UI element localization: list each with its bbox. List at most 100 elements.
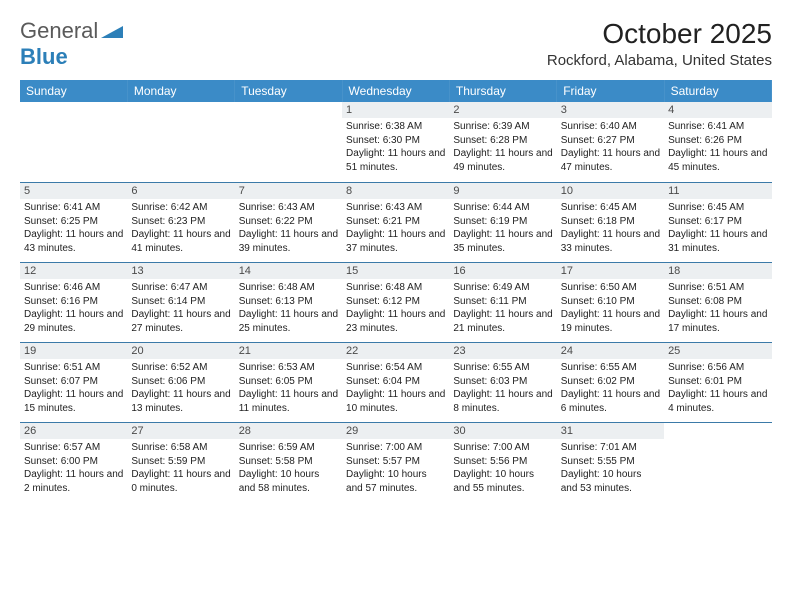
sunrise-line: Sunrise: 6:38 AM bbox=[346, 120, 445, 134]
calendar-week-row: 1Sunrise: 6:38 AMSunset: 6:30 PMDaylight… bbox=[20, 102, 772, 182]
day-number: 5 bbox=[20, 183, 127, 199]
calendar-day-cell: 25Sunrise: 6:56 AMSunset: 6:01 PMDayligh… bbox=[664, 342, 771, 422]
daylight-info: Sunrise: 6:38 AMSunset: 6:30 PMDaylight:… bbox=[346, 120, 445, 174]
day-number: 31 bbox=[557, 423, 664, 439]
daylight-info: Sunrise: 6:50 AMSunset: 6:10 PMDaylight:… bbox=[561, 281, 660, 335]
sunrise-line: Sunrise: 6:48 AM bbox=[239, 281, 338, 295]
day-number: 2 bbox=[449, 102, 556, 118]
day-number: 16 bbox=[449, 263, 556, 279]
day-number: 30 bbox=[449, 423, 556, 439]
daylight-info: Sunrise: 6:52 AMSunset: 6:06 PMDaylight:… bbox=[131, 361, 230, 415]
calendar-day-cell: 12Sunrise: 6:46 AMSunset: 6:16 PMDayligh… bbox=[20, 262, 127, 342]
daylight-line: Daylight: 11 hours and 33 minutes. bbox=[561, 228, 660, 255]
daylight-line: Daylight: 11 hours and 0 minutes. bbox=[131, 468, 230, 495]
sunrise-line: Sunrise: 7:00 AM bbox=[453, 441, 552, 455]
calendar-day-cell bbox=[20, 102, 127, 182]
day-number: 15 bbox=[342, 263, 449, 279]
daylight-info: Sunrise: 7:00 AMSunset: 5:56 PMDaylight:… bbox=[453, 441, 552, 495]
sunset-line: Sunset: 6:07 PM bbox=[24, 375, 123, 389]
calendar-day-cell: 21Sunrise: 6:53 AMSunset: 6:05 PMDayligh… bbox=[235, 342, 342, 422]
calendar-day-cell: 26Sunrise: 6:57 AMSunset: 6:00 PMDayligh… bbox=[20, 422, 127, 502]
day-number: 20 bbox=[127, 343, 234, 359]
day-number: 21 bbox=[235, 343, 342, 359]
sunset-line: Sunset: 6:23 PM bbox=[131, 215, 230, 229]
sunset-line: Sunset: 6:17 PM bbox=[668, 215, 767, 229]
day-number: 25 bbox=[664, 343, 771, 359]
calendar-day-cell bbox=[127, 102, 234, 182]
calendar-day-cell: 3Sunrise: 6:40 AMSunset: 6:27 PMDaylight… bbox=[557, 102, 664, 182]
daylight-line: Daylight: 11 hours and 13 minutes. bbox=[131, 388, 230, 415]
calendar-day-cell: 22Sunrise: 6:54 AMSunset: 6:04 PMDayligh… bbox=[342, 342, 449, 422]
day-number: 23 bbox=[449, 343, 556, 359]
calendar-table: SundayMondayTuesdayWednesdayThursdayFrid… bbox=[20, 80, 772, 502]
daylight-line: Daylight: 11 hours and 31 minutes. bbox=[668, 228, 767, 255]
calendar-day-cell: 13 Sunrise: 6:47 AMSunset: 6:14 PMDayligh… bbox=[127, 262, 234, 342]
sunset-line: Sunset: 5:57 PM bbox=[346, 455, 445, 469]
daylight-line: Daylight: 11 hours and 25 minutes. bbox=[239, 308, 338, 335]
title-block: October 2025 Rockford, Alabama, United S… bbox=[547, 18, 772, 69]
daylight-info: Sunrise: 6:51 AMSunset: 6:07 PMDaylight:… bbox=[24, 361, 123, 415]
sunset-line: Sunset: 6:05 PM bbox=[239, 375, 338, 389]
brand-part1: General bbox=[20, 18, 98, 43]
calendar-day-cell: 20 Sunrise: 6:52 AMSunset: 6:06 PMDayligh… bbox=[127, 342, 234, 422]
day-number: 17 bbox=[557, 263, 664, 279]
daylight-info: Sunrise: 6:45 AMSunset: 6:18 PMDaylight:… bbox=[561, 201, 660, 255]
sunrise-line: Sunrise: 7:01 AM bbox=[561, 441, 660, 455]
weekday-header: Wednesday bbox=[342, 80, 449, 102]
daylight-line: Daylight: 11 hours and 17 minutes. bbox=[668, 308, 767, 335]
calendar-day-cell: 7Sunrise: 6:43 AMSunset: 6:22 PMDaylight… bbox=[235, 182, 342, 262]
calendar-day-cell: 11Sunrise: 6:45 AMSunset: 6:17 PMDayligh… bbox=[664, 182, 771, 262]
daylight-line: Daylight: 11 hours and 49 minutes. bbox=[453, 147, 552, 174]
sunrise-line: Sunrise: 6:46 AM bbox=[24, 281, 123, 295]
brand-logo: General Blue bbox=[20, 18, 123, 70]
day-number: 28 bbox=[235, 423, 342, 439]
calendar-body: 1Sunrise: 6:38 AMSunset: 6:30 PMDaylight… bbox=[20, 102, 772, 502]
sunset-line: Sunset: 6:10 PM bbox=[561, 295, 660, 309]
weekday-header: Friday bbox=[557, 80, 664, 102]
day-number: 19 bbox=[20, 343, 127, 359]
calendar-day-cell: 15 Sunrise: 6:48 AMSunset: 6:12 PMDayligh… bbox=[342, 262, 449, 342]
daylight-line: Daylight: 11 hours and 19 minutes. bbox=[561, 308, 660, 335]
sunrise-line: Sunrise: 6:55 AM bbox=[453, 361, 552, 375]
sunset-line: Sunset: 5:58 PM bbox=[239, 455, 338, 469]
sunset-line: Sunset: 6:06 PM bbox=[131, 375, 230, 389]
day-number: 18 bbox=[664, 263, 771, 279]
sunset-line: Sunset: 6:26 PM bbox=[668, 134, 767, 148]
daylight-info: Sunrise: 6:49 AMSunset: 6:11 PMDaylight:… bbox=[453, 281, 552, 335]
calendar-day-cell bbox=[664, 422, 771, 502]
daylight-info: Sunrise: 6:51 AMSunset: 6:08 PMDaylight:… bbox=[668, 281, 767, 335]
calendar-week-row: 26Sunrise: 6:57 AMSunset: 6:00 PMDayligh… bbox=[20, 422, 772, 502]
calendar-day-cell: 16 Sunrise: 6:49 AMSunset: 6:11 PMDayligh… bbox=[449, 262, 556, 342]
day-number: 13 bbox=[127, 263, 234, 279]
sunset-line: Sunset: 6:02 PM bbox=[561, 375, 660, 389]
daylight-info: Sunrise: 6:48 AMSunset: 6:12 PMDaylight:… bbox=[346, 281, 445, 335]
sunrise-line: Sunrise: 6:49 AM bbox=[453, 281, 552, 295]
sunrise-line: Sunrise: 6:55 AM bbox=[561, 361, 660, 375]
daylight-info: Sunrise: 6:54 AMSunset: 6:04 PMDaylight:… bbox=[346, 361, 445, 415]
sunrise-line: Sunrise: 6:39 AM bbox=[453, 120, 552, 134]
sunrise-line: Sunrise: 6:42 AM bbox=[131, 201, 230, 215]
sunset-line: Sunset: 6:11 PM bbox=[453, 295, 552, 309]
daylight-line: Daylight: 11 hours and 23 minutes. bbox=[346, 308, 445, 335]
sunrise-line: Sunrise: 6:41 AM bbox=[24, 201, 123, 215]
sunrise-line: Sunrise: 6:45 AM bbox=[668, 201, 767, 215]
sunset-line: Sunset: 6:27 PM bbox=[561, 134, 660, 148]
sunrise-line: Sunrise: 6:47 AM bbox=[131, 281, 230, 295]
daylight-info: Sunrise: 6:47 AMSunset: 6:14 PMDaylight:… bbox=[131, 281, 230, 335]
daylight-line: Daylight: 11 hours and 27 minutes. bbox=[131, 308, 230, 335]
weekday-header: Monday bbox=[127, 80, 234, 102]
daylight-line: Daylight: 11 hours and 51 minutes. bbox=[346, 147, 445, 174]
daylight-line: Daylight: 11 hours and 15 minutes. bbox=[24, 388, 123, 415]
day-number: 4 bbox=[664, 102, 771, 118]
calendar-day-cell: 29Sunrise: 7:00 AMSunset: 5:57 PMDayligh… bbox=[342, 422, 449, 502]
daylight-line: Daylight: 10 hours and 58 minutes. bbox=[239, 468, 338, 495]
month-title: October 2025 bbox=[547, 18, 772, 50]
daylight-line: Daylight: 11 hours and 2 minutes. bbox=[24, 468, 123, 495]
day-number: 7 bbox=[235, 183, 342, 199]
day-number: 26 bbox=[20, 423, 127, 439]
sunrise-line: Sunrise: 7:00 AM bbox=[346, 441, 445, 455]
daylight-info: Sunrise: 6:59 AMSunset: 5:58 PMDaylight:… bbox=[239, 441, 338, 495]
sunset-line: Sunset: 5:56 PM bbox=[453, 455, 552, 469]
sunset-line: Sunset: 6:13 PM bbox=[239, 295, 338, 309]
daylight-info: Sunrise: 6:39 AMSunset: 6:28 PMDaylight:… bbox=[453, 120, 552, 174]
